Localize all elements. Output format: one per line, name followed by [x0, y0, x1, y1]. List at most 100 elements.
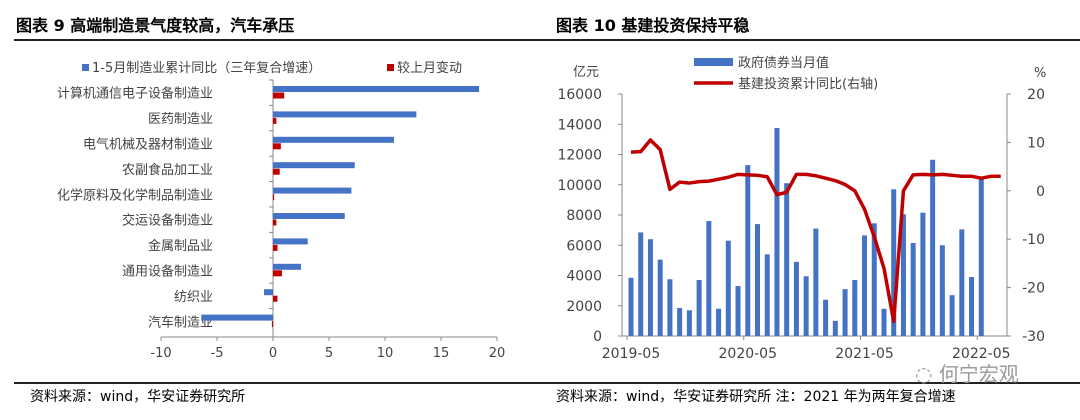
right-y-tick-label: -20 [1022, 281, 1045, 297]
change-bar [273, 295, 278, 302]
left-y-tick-label: 16000 [557, 87, 602, 103]
watermark: ◌ 何宁宏观 [915, 358, 1019, 387]
growth-bar [273, 263, 301, 270]
bond-bar [745, 165, 751, 336]
bond-bar [638, 232, 644, 336]
bond-bar [969, 277, 975, 336]
left-axis-unit: 亿元 [573, 65, 599, 80]
change-bar [273, 270, 282, 277]
x-tick-label: 15 [433, 346, 450, 361]
bond-bar [657, 259, 663, 336]
right-y-tick-label: 0 [1036, 184, 1045, 200]
category-label: 电气机械及器材制造业 [83, 137, 213, 153]
change-bar [273, 244, 278, 251]
change-bar [273, 117, 277, 124]
left-y-tick-label: 8000 [566, 208, 602, 224]
bond-bar [793, 261, 799, 336]
bond-bar [852, 280, 858, 336]
x-tick-label: -5 [211, 346, 224, 361]
bond-bar [784, 183, 790, 336]
bond-bar [871, 223, 877, 336]
left-y-tick-label: 12000 [557, 148, 602, 164]
category-label: 农副食品加工业 [122, 162, 213, 178]
category-label: 化学原料及化学制品制造业 [57, 187, 213, 203]
left-source-note: 资料来源：wind，华安证券研究所 [30, 389, 246, 405]
growth-bar [273, 86, 480, 92]
left-y-tick-label: 2000 [566, 299, 602, 315]
left-y-tick-label: 14000 [557, 117, 602, 133]
category-label: 计算机通信电子设备制造业 [57, 86, 213, 102]
bond-bar [677, 308, 683, 336]
growth-bar [273, 238, 308, 245]
bond-bar [832, 320, 838, 336]
growth-bar [273, 187, 352, 194]
growth-bar [273, 213, 345, 219]
category-label: 金属制品业 [148, 238, 213, 254]
change-bar [273, 92, 285, 99]
legend-swatch-change [387, 64, 394, 71]
bond-bar [667, 279, 673, 336]
bond-bar [754, 224, 760, 336]
bond-bar [842, 289, 848, 336]
legend-swatch-bonds [694, 58, 733, 66]
right-source-note: 资料来源：wind，华安证券研究所 注：2021 年为两年复合增速 [556, 389, 956, 405]
legend-label-change: 较上月变动 [397, 60, 462, 76]
left-y-tick-label: 0 [593, 329, 602, 345]
category-label: 纺织业 [174, 290, 213, 305]
change-bar [273, 168, 280, 175]
legend-label-growth: 1-5月制造业累计同比（三年复合增速） [92, 61, 321, 76]
legend-label-bonds: 政府债券当月值 [738, 55, 829, 71]
x-tick-label: 2019-05 [602, 346, 661, 362]
legend-label-line: 基建投资累计同比(右轴) [738, 76, 878, 92]
bond-bar [959, 229, 965, 336]
right-y-tick-label: -30 [1022, 329, 1045, 345]
left-y-tick-label: 10000 [557, 178, 602, 194]
x-tick-label: 2021-05 [835, 346, 894, 362]
category-label: 医药制造业 [148, 112, 213, 127]
x-tick-label: 2020-05 [719, 346, 778, 362]
bond-bar [949, 295, 955, 336]
bond-bar [939, 245, 945, 336]
bond-bar [891, 189, 897, 336]
left-y-tick-label: 6000 [566, 238, 602, 254]
bond-bar [862, 235, 868, 336]
right-axis-unit: % [1034, 66, 1046, 81]
infrastructure-growth-line [630, 138, 1001, 324]
category-label: 汽车制造业 [148, 314, 213, 330]
category-label: 交运设备制造业 [122, 213, 213, 229]
change-bar [273, 219, 277, 226]
wechat-icon: ◌ [915, 362, 939, 386]
bond-bar [725, 240, 731, 336]
legend-swatch-growth [82, 64, 89, 71]
left-chart-title: 图表 9 高端制造景气度较高，汽车承压 [16, 16, 295, 35]
bond-bar [930, 159, 936, 336]
watermark-text: 何宁宏观 [938, 362, 1019, 386]
bond-bar [803, 276, 809, 336]
growth-bar [264, 289, 273, 296]
bond-bar [920, 212, 926, 336]
bond-bar [628, 277, 634, 336]
bond-bar [647, 239, 653, 336]
bond-bar [774, 128, 780, 336]
change-bar [271, 321, 273, 328]
x-tick-label: 10 [377, 346, 394, 361]
x-tick-label: 5 [325, 346, 333, 361]
bond-bar [706, 221, 712, 336]
growth-bar [201, 314, 273, 321]
bond-bar [978, 178, 984, 336]
right-y-tick-label: 20 [1027, 87, 1045, 103]
bond-bar [900, 214, 906, 336]
bond-bar [813, 228, 819, 336]
bond-bar [764, 254, 770, 336]
x-tick-label: 0 [269, 346, 277, 361]
x-tick-label: 20 [489, 346, 506, 361]
change-bar [273, 194, 275, 201]
change-bar [273, 143, 281, 150]
right-y-tick-label: -10 [1022, 232, 1045, 248]
category-label: 通用设备制造业 [122, 264, 213, 280]
growth-bar [273, 162, 355, 169]
bond-bar [881, 308, 887, 336]
bond-bar [823, 299, 829, 336]
bottom-divider [14, 382, 1080, 384]
